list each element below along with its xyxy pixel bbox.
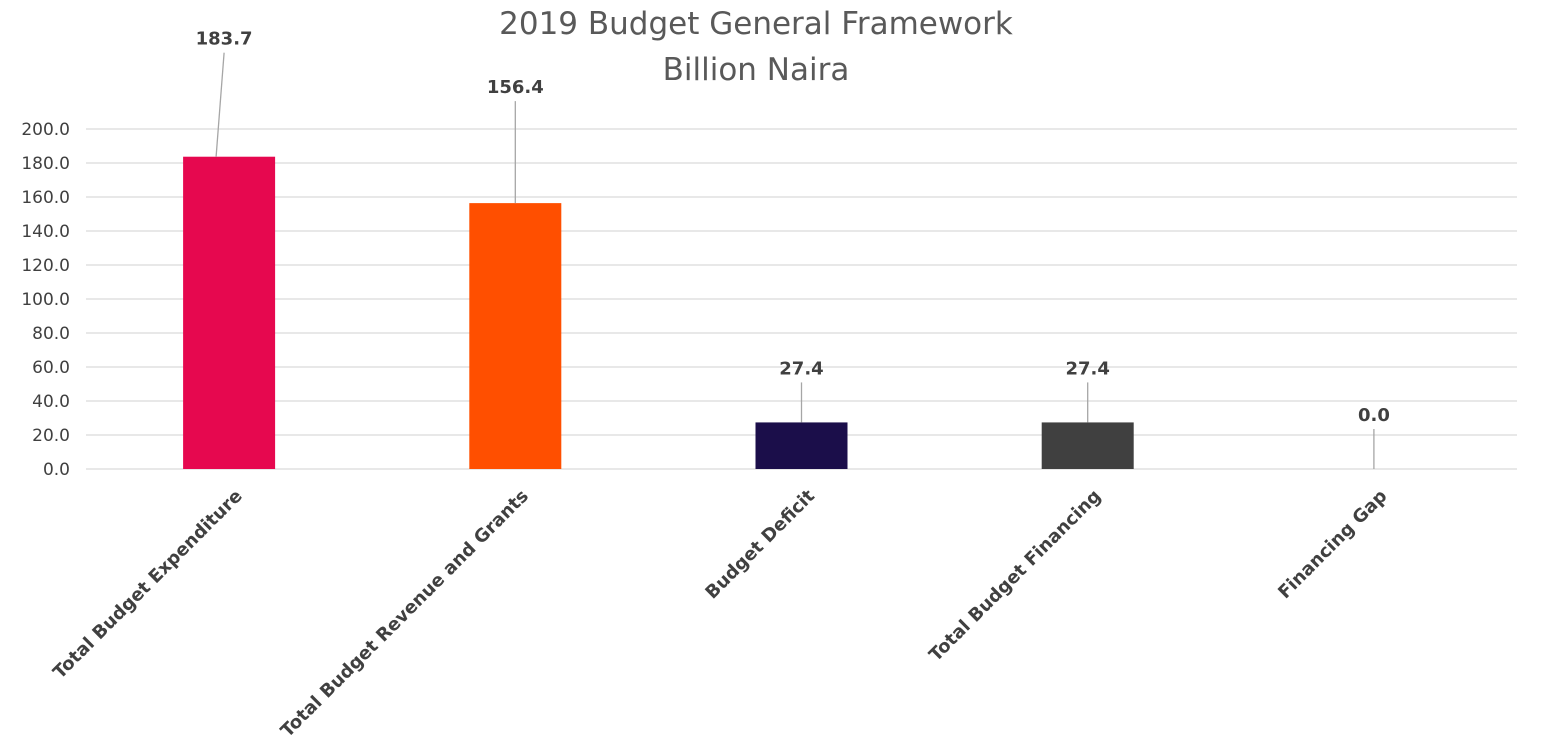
y-tick-label: 20.0	[32, 426, 70, 446]
bar	[755, 422, 848, 469]
chart-title: 2019 Budget General Framework	[499, 6, 1013, 42]
y-tick-label: 100.0	[21, 290, 70, 310]
data-label: 27.4	[1065, 358, 1109, 379]
chart-subtitle: Billion Naira	[663, 52, 850, 88]
data-label: 183.7	[196, 29, 253, 50]
bar	[1041, 422, 1134, 469]
data-label: 156.4	[487, 77, 544, 98]
category-label: Total Budget Financing	[925, 486, 1105, 666]
bars	[183, 156, 1134, 469]
bar	[469, 203, 562, 469]
data-labels: 183.7 156.4 27.4 27.4 0.0	[196, 29, 1390, 426]
data-label: 27.4	[779, 358, 823, 379]
y-tick-label: 140.0	[21, 222, 70, 242]
gridlines	[86, 128, 1517, 470]
category-label: Total Budget Expenditure	[49, 486, 246, 683]
y-tick-label: 120.0	[21, 256, 70, 276]
y-tick-label: 200.0	[21, 120, 70, 140]
x-axis-category-labels: Total Budget Expenditure Total Budget Rev…	[49, 485, 1391, 741]
category-label: Budget Deficit	[701, 485, 819, 603]
y-tick-label: 180.0	[21, 154, 70, 174]
leader-line	[215, 52, 225, 157]
data-label: 0.0	[1358, 405, 1390, 426]
y-axis-tick-labels: 0.0 20.0 40.0 60.0 80.0 100.0 120.0 140.0 160.0 1…	[21, 120, 70, 480]
y-tick-label: 80.0	[32, 324, 70, 344]
y-tick-label: 40.0	[32, 392, 70, 412]
y-tick-label: 0.0	[43, 460, 70, 480]
category-label: Total Budget Revenue and Grants	[277, 486, 533, 742]
y-tick-label: 160.0	[21, 188, 70, 208]
y-tick-label: 60.0	[32, 358, 70, 378]
category-label: Financing Gap	[1274, 486, 1391, 603]
bar	[183, 156, 276, 469]
data-label-leader-lines	[215, 52, 1375, 469]
